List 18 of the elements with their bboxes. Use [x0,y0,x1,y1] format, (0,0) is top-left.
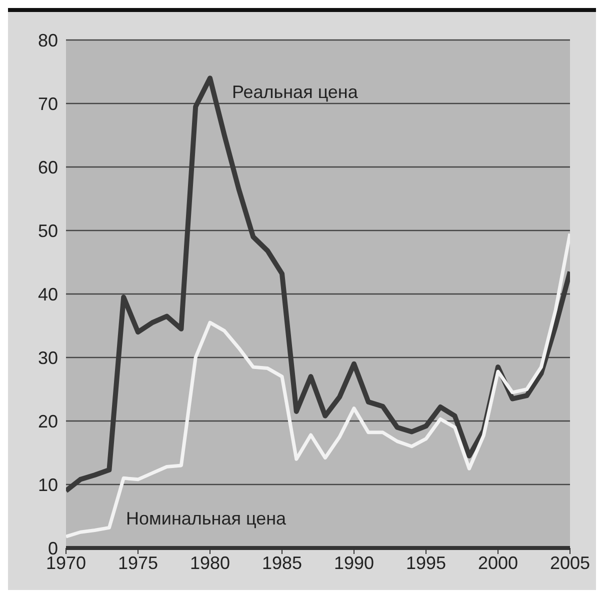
y-tick-label: 40 [38,284,58,304]
x-tick-label: 1995 [406,552,446,573]
x-tick-label: 1975 [118,552,158,573]
y-tick-label: 80 [38,30,58,50]
y-tick-label: 30 [38,348,58,368]
y-tick-label: 70 [38,94,58,114]
x-tick-label: 2005 [550,552,590,573]
y-tick-label: 20 [38,411,58,432]
y-tick-label: 60 [38,157,58,178]
x-tick-label: 1990 [334,552,374,573]
y-tick-label: 10 [38,474,58,495]
y-tick-label: 50 [38,220,58,241]
series-label: Номинальная цена [126,508,288,529]
x-tick-label: 1980 [190,552,230,573]
line-series [66,232,570,538]
x-tick-label: 1985 [262,552,302,573]
series-label: Реальная цена [232,82,359,102]
x-tick-label: 2000 [478,552,518,573]
